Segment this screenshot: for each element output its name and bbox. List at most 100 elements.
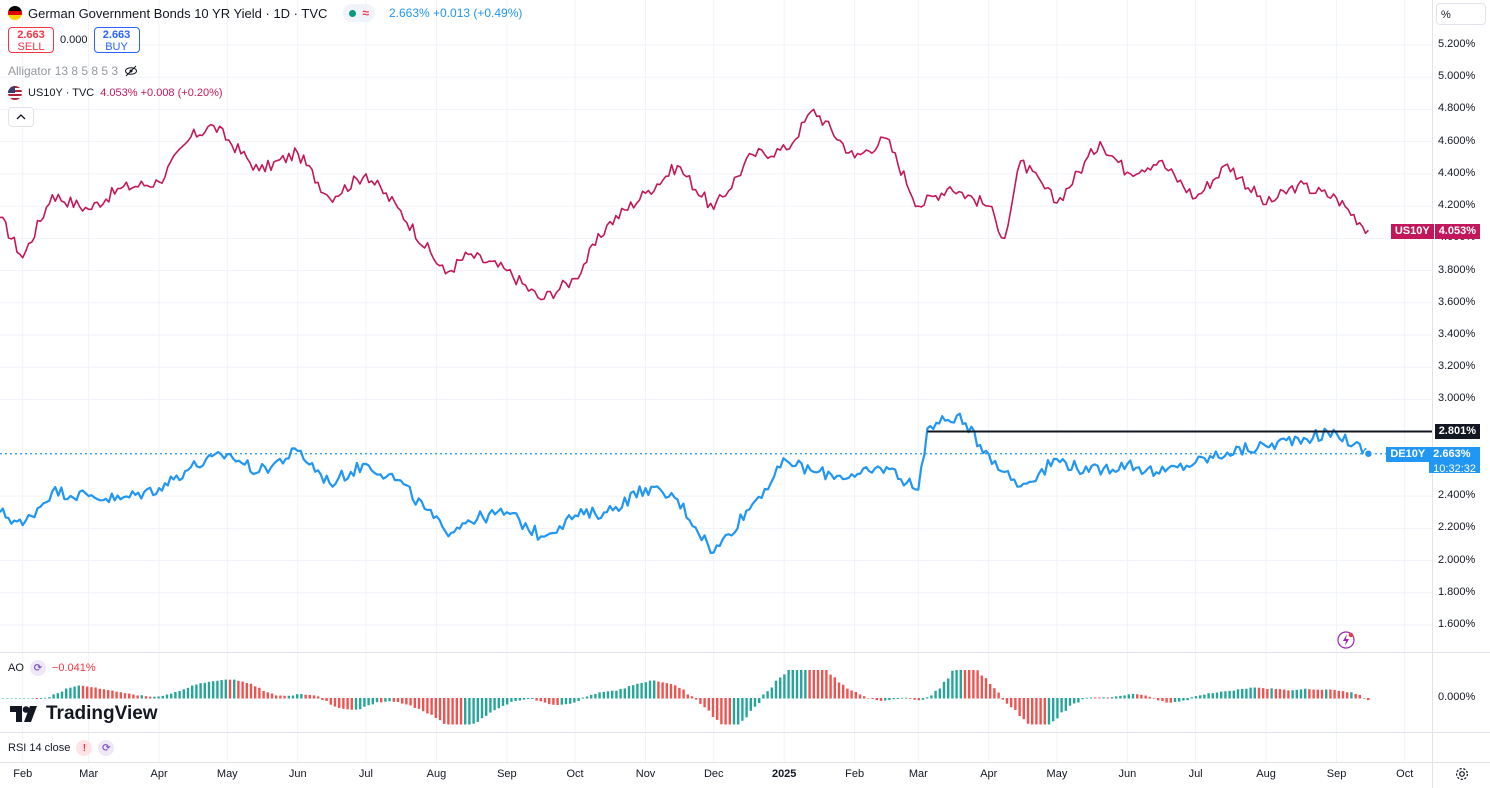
ao-histogram-bar (1106, 697, 1109, 699)
ao-histogram-bar (44, 697, 47, 699)
price-tick-label: 4.600% (1438, 134, 1476, 147)
settings-gear-icon[interactable] (1455, 767, 1469, 784)
ao-histogram-bar (1199, 695, 1202, 699)
market-status-pill[interactable]: ≈ (343, 4, 375, 22)
ao-histogram-bar (1291, 690, 1294, 699)
price-tick-label: 4.800% (1438, 102, 1476, 115)
ao-histogram-bar (1115, 696, 1118, 699)
ao-histogram-bar (1010, 698, 1013, 708)
ao-histogram-bar (955, 670, 958, 699)
time-tick-label: Oct (1396, 768, 1414, 780)
ao-histogram-bar (31, 698, 34, 699)
approx-icon: ≈ (362, 6, 369, 20)
time-tick-label: 2025 (771, 768, 797, 780)
ao-histogram-bar (1249, 687, 1252, 699)
ao-histogram-bar (703, 698, 706, 708)
indicator-legend: Alligator 13 8 5 8 5 3 (8, 64, 138, 78)
ao-histogram-bar (518, 698, 521, 701)
compare-legend: US10Y · TVC 4.053% +0.008 (+0.20%) (8, 86, 223, 100)
ao-histogram-bar (707, 698, 710, 711)
rsi-label[interactable]: RSI 14 close (8, 742, 71, 754)
ao-histogram-bar (291, 695, 295, 699)
ao-histogram-bar (795, 670, 799, 699)
ao-histogram-bar (556, 698, 559, 706)
ao-histogram-bar (170, 693, 173, 699)
tradingview-logo[interactable]: TradingView (10, 703, 158, 725)
ao-histogram-bar (380, 698, 383, 703)
ao-histogram-bar (892, 698, 895, 700)
ao-histogram-bar (2, 698, 5, 699)
ao-histogram-bar (153, 696, 156, 699)
lightning-alert-icon[interactable] (1337, 631, 1355, 652)
ao-histogram-bar (741, 698, 744, 721)
ao-histogram-bar (1157, 698, 1160, 701)
ao-histogram-bar (1056, 698, 1059, 719)
sell-button[interactable]: 2.663 SELL (8, 27, 54, 53)
symbol-title[interactable]: German Government Bonds 10 YR Yield · 1D… (28, 5, 328, 21)
ao-refresh-icon[interactable]: ⟳ (29, 660, 46, 676)
symbol-quote: 2.663% +0.013 (+0.49%) (388, 6, 523, 20)
ao-histogram-bar (1299, 689, 1303, 699)
ao-histogram-bar (1245, 688, 1248, 699)
ao-histogram-bar (1304, 688, 1307, 699)
percent-scale-button[interactable]: % (1436, 3, 1486, 25)
buy-button[interactable]: 2.663 BUY (93, 27, 140, 53)
ao-histogram-bar (766, 691, 769, 699)
ao-histogram-bar (699, 698, 702, 704)
ao-histogram-bar (1341, 691, 1345, 699)
ao-histogram-bar (35, 698, 38, 700)
compare-symbol[interactable]: US10Y · TVC (28, 87, 95, 99)
ao-histogram-bar (1228, 690, 1231, 699)
ao-histogram-bar (850, 690, 853, 699)
ao-histogram-bar (186, 687, 190, 699)
ao-histogram-bar (107, 690, 110, 699)
hidden-eye-icon[interactable] (124, 64, 138, 78)
ao-histogram-bar (1136, 694, 1139, 699)
ao-histogram-bar (837, 682, 841, 699)
price-tick-label: 3.800% (1438, 263, 1476, 276)
us10y-tag-name: US10Y (1390, 224, 1434, 239)
ao-label[interactable]: AO (8, 662, 24, 674)
ao-histogram-bar (510, 698, 513, 702)
tradingview-brand-text: TradingView (46, 703, 158, 724)
ao-histogram-bar (531, 698, 534, 699)
series-line-us10y (0, 108, 1369, 301)
ao-histogram-bar (695, 698, 698, 700)
ao-histogram-bar (266, 692, 269, 699)
ao-histogram-bar (396, 698, 400, 703)
ao-histogram-bar (783, 674, 786, 699)
tradingview-logo-icon (10, 706, 37, 722)
rsi-refresh-icon[interactable]: ⟳ (98, 740, 115, 756)
ao-histogram-bar (594, 693, 597, 699)
ao-histogram-bar (73, 686, 76, 699)
collapse-legend-button[interactable] (8, 107, 34, 127)
ao-histogram-bar (522, 698, 526, 700)
ao-histogram-bar (480, 698, 484, 719)
ao-histogram-bar (329, 698, 332, 705)
ao-histogram-bar (888, 698, 891, 700)
hline-tag-value: 2.801% (1434, 424, 1480, 439)
time-tick-label: Mar (79, 768, 99, 780)
ao-histogram-bar (938, 688, 941, 699)
ao-histogram-bar (1035, 698, 1038, 725)
ao-histogram-bar (468, 698, 471, 725)
price-tick-label: 5.200% (1438, 38, 1476, 50)
ao-histogram-bar (212, 681, 215, 699)
ao-histogram-bar (1089, 697, 1093, 699)
alligator-indicator-label[interactable]: Alligator 13 8 5 8 5 3 (8, 64, 119, 78)
ao-histogram-bar (1077, 698, 1080, 703)
rsi-warning-icon[interactable]: ! (76, 740, 93, 756)
ao-histogram-bar (443, 698, 446, 724)
ao-histogram-bar (770, 687, 773, 699)
ao-histogram-bar (636, 683, 639, 699)
ao-histogram-bar (422, 698, 425, 712)
ao-histogram-bar (86, 686, 89, 699)
ao-histogram-bar (485, 698, 488, 716)
ao-histogram-bar (1337, 690, 1340, 699)
ao-histogram-bar (224, 679, 227, 699)
spread-value: 0.000 (60, 34, 88, 46)
price-tick-label: 3.400% (1438, 328, 1476, 340)
ao-histogram-bar (749, 698, 752, 711)
ao-histogram-bar (52, 694, 55, 699)
